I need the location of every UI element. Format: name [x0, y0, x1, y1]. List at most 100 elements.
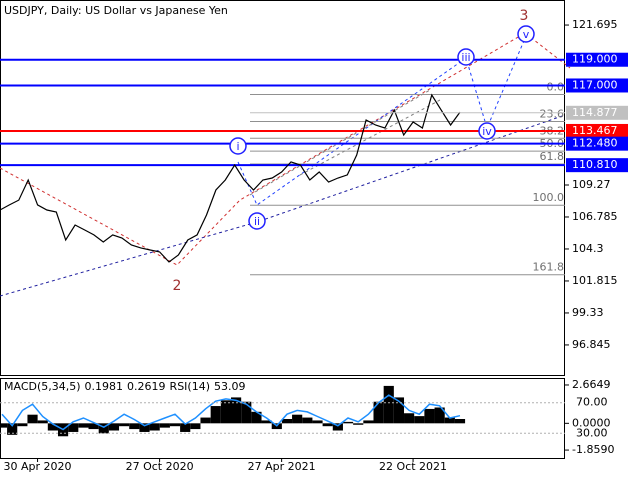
macd-bar: [37, 420, 48, 424]
fib-label: 23.6: [540, 108, 565, 121]
macd-bar: [68, 423, 79, 432]
chart-title: USDJPY, Daily: US Dollar vs Japanese Yen: [4, 4, 228, 17]
macd-bar: [312, 420, 323, 424]
wave-label: 3: [520, 8, 529, 24]
macd-bar: [342, 421, 354, 424]
macd-bar: [322, 423, 333, 427]
sub-title-part: RSI(14): [170, 380, 210, 393]
macd-bar: [363, 420, 374, 424]
y-tick-label: 2.6649: [572, 378, 611, 391]
x-tick-label: 27 Oct 2020: [126, 460, 194, 473]
macd-bar: [434, 407, 445, 424]
wave-line: [237, 35, 527, 206]
sub-title: MACD(5,34,5) 0.1981 0.2619 RSI(14) 53.09: [4, 380, 246, 393]
macd-bar: [241, 401, 252, 424]
wave-label: i: [236, 140, 239, 153]
x-tick-label: 30 Apr 2020: [4, 460, 72, 473]
last-price-box: [566, 105, 628, 120]
level-label: 117.000: [572, 78, 618, 91]
sub-title-part: 0.1981: [85, 380, 124, 393]
level-box: [566, 136, 628, 151]
y-tick-label: 104.3: [572, 242, 604, 255]
macd-bar: [149, 423, 160, 431]
macd-bar: [7, 423, 18, 435]
wave-circle: [457, 48, 475, 66]
sub-title-part: 53.09: [214, 380, 246, 393]
macd-bar: [0, 423, 8, 428]
macd-bar: [27, 414, 38, 424]
wave-circle: [229, 137, 247, 155]
macd-bar: [139, 423, 150, 432]
macd-bar: [281, 419, 293, 424]
wave-label: v: [523, 28, 530, 41]
macd-bar: [119, 423, 130, 427]
sub-title-part: 0.2619: [127, 380, 166, 393]
macd-bar: [159, 423, 170, 428]
macd-bar: [47, 423, 58, 431]
macd-bar: [88, 423, 99, 430]
wave-label: 2: [173, 278, 182, 294]
sub-title-part: MACD(5,34,5): [4, 380, 81, 393]
y-tick-label: 106.785: [572, 210, 618, 223]
wave-line: [0, 32, 571, 266]
macd-bar: [383, 385, 394, 424]
macd-bar: [231, 397, 242, 424]
macd-bar: [454, 419, 466, 424]
level-box: [566, 123, 628, 138]
macd-bar: [169, 423, 181, 427]
macd-bar: [17, 423, 28, 427]
y-tick-label: 96.845: [572, 338, 611, 351]
y2-tick-label: 30.00: [576, 426, 608, 439]
macd-bar: [261, 420, 272, 424]
wave-circle: [248, 212, 266, 230]
wave-circle: [478, 122, 496, 140]
macd-bar: [292, 414, 303, 424]
macd-bar: [78, 423, 89, 428]
macd-bar: [98, 423, 109, 434]
macd-bar: [180, 423, 191, 432]
wave-label: iii: [461, 51, 470, 64]
x-tick-label: 22 Oct 2021: [379, 460, 447, 473]
y-tick-label: 101.815: [572, 274, 618, 287]
wave-circle: [517, 25, 535, 43]
macd-bar: [414, 416, 425, 424]
macd-bar: [444, 417, 455, 424]
wave-label: iv: [482, 125, 492, 138]
last-price-label: 114.877: [572, 106, 618, 119]
y-tick-label: 121.695: [572, 18, 618, 31]
y-tick-label: 109.27: [572, 178, 611, 191]
macd-bar: [190, 423, 201, 430]
macd-bar: [424, 408, 435, 424]
macd-bar: [210, 406, 221, 424]
wave-label: ii: [254, 215, 260, 228]
macd-bar: [353, 423, 364, 425]
macd-bar: [302, 417, 313, 424]
x-tick-label: 27 Apr 2021: [248, 460, 316, 473]
y-tick-label: 0.0000: [572, 416, 611, 429]
y-tick-label: -1.8590: [572, 443, 614, 456]
macd-bar: [108, 423, 120, 431]
level-label: 119.000: [572, 53, 618, 66]
macd-bar: [129, 423, 140, 430]
macd-bar: [200, 417, 211, 424]
macd-bar: [332, 423, 343, 431]
macd-bar: [251, 411, 262, 424]
fib-label: 161.8: [533, 261, 565, 274]
macd-bar: [373, 401, 384, 424]
y2-tick-label: 70.00: [576, 396, 608, 409]
main-frame: [0, 0, 565, 376]
rsi-line: [1, 394, 461, 431]
level-box: [566, 52, 628, 67]
level-label: 112.480: [572, 137, 618, 150]
level-label: 113.467: [572, 124, 618, 137]
fib-label: 0.0: [547, 80, 565, 93]
macd-bar: [404, 413, 415, 424]
level-box: [566, 78, 628, 93]
level-box: [566, 158, 628, 173]
fib-label: 61.8: [540, 150, 565, 163]
y-tick-label: 99.33: [572, 306, 604, 319]
macd-bar: [220, 400, 231, 424]
macd-bar: [393, 397, 405, 424]
sub-frame: [0, 378, 565, 459]
